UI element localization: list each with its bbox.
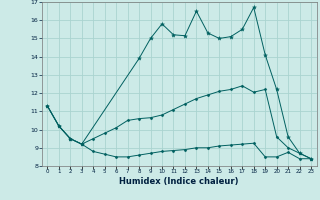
X-axis label: Humidex (Indice chaleur): Humidex (Indice chaleur)	[119, 177, 239, 186]
